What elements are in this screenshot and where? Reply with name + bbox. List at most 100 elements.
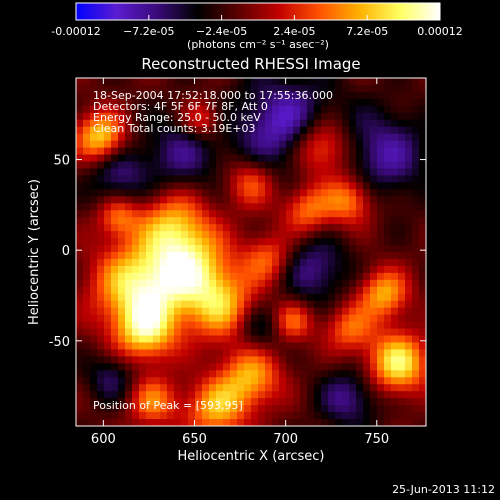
heatmap-cell xyxy=(391,210,399,218)
heatmap-cell xyxy=(195,314,203,323)
heatmap-cell xyxy=(412,126,420,135)
heatmap-cell xyxy=(391,91,399,100)
heatmap-cell xyxy=(377,189,385,197)
heatmap-cell xyxy=(391,279,399,288)
x-tick-label: 750 xyxy=(364,432,389,447)
heatmap-cell xyxy=(419,91,426,100)
heatmap-cell xyxy=(153,84,161,93)
heatmap-cell xyxy=(335,210,343,218)
heatmap-cell xyxy=(244,217,252,225)
heatmap-cell xyxy=(90,140,98,149)
heatmap-cell xyxy=(293,391,301,399)
heatmap-cell xyxy=(153,363,161,371)
heatmap-cell xyxy=(83,112,91,121)
heatmap-cell xyxy=(181,91,189,100)
heatmap-cell xyxy=(265,349,273,357)
heatmap-cell xyxy=(83,91,91,100)
heatmap-cell xyxy=(104,126,112,135)
heatmap-cell xyxy=(328,370,336,378)
heatmap-cell xyxy=(132,419,140,426)
heatmap-cell xyxy=(216,335,224,344)
heatmap-cell xyxy=(321,412,329,420)
heatmap-cell xyxy=(258,147,266,156)
heatmap-cell xyxy=(181,293,189,302)
heatmap-cell xyxy=(104,384,112,392)
heatmap-cell xyxy=(258,126,266,135)
heatmap-cell xyxy=(202,377,210,385)
heatmap-cell xyxy=(391,377,399,385)
heatmap-cell xyxy=(398,398,406,406)
heatmap-cell xyxy=(90,377,98,385)
heatmap-cell xyxy=(384,279,392,288)
heatmap-cell xyxy=(286,203,294,211)
heatmap-cell xyxy=(384,224,392,232)
heatmap-cell xyxy=(370,119,378,128)
heatmap-cell xyxy=(216,196,224,204)
heatmap-cell xyxy=(286,307,294,316)
heatmap-cell xyxy=(300,161,308,170)
heatmap-cell xyxy=(139,147,147,156)
heatmap-cell xyxy=(174,126,182,135)
heatmap-cell xyxy=(398,405,406,413)
plot-frame xyxy=(75,77,427,427)
heatmap-cell xyxy=(90,321,98,330)
heatmap-cell xyxy=(286,112,294,121)
heatmap-cell xyxy=(251,293,259,302)
heatmap-cell xyxy=(335,258,343,267)
heatmap-cell xyxy=(335,126,343,135)
heatmap-cell xyxy=(258,133,266,142)
colorbar-tick-labels: -0.00012 −7.2e-05 −2.4e-05 2.4e-05 7.2e-05 0.… xyxy=(51,25,462,38)
heatmap-cell xyxy=(125,84,133,93)
heatmap-cell xyxy=(335,286,343,295)
heatmap-cell xyxy=(356,293,364,302)
heatmap-cell xyxy=(97,189,105,197)
heatmap-cell xyxy=(328,84,336,93)
heatmap-cell xyxy=(307,321,315,330)
heatmap-cell xyxy=(293,314,301,323)
heatmap-cell xyxy=(377,370,385,378)
heatmap-cell xyxy=(202,147,210,156)
heatmap-cell xyxy=(195,335,203,344)
heatmap-cell xyxy=(377,265,385,274)
heatmap-cell xyxy=(279,342,287,351)
heatmap-cell xyxy=(377,91,385,100)
heatmap-cell xyxy=(342,363,350,371)
heatmap-cell xyxy=(237,231,245,239)
heatmap-cell xyxy=(321,161,329,170)
heatmap-cell xyxy=(419,398,426,406)
heatmap-cell xyxy=(223,293,231,302)
heatmap-cell xyxy=(314,175,322,183)
heatmap-cell xyxy=(104,398,112,406)
heatmap-cell xyxy=(83,147,91,156)
heatmap-cell xyxy=(265,252,273,260)
heatmap-cell xyxy=(335,84,343,93)
heatmap-cell xyxy=(328,231,336,239)
heatmap-cell xyxy=(300,391,308,399)
heatmap-cell xyxy=(398,133,406,142)
heatmap-cell xyxy=(174,391,182,399)
heatmap-cell xyxy=(370,370,378,378)
heatmap-cell xyxy=(90,356,98,364)
heatmap-cell xyxy=(83,140,91,149)
heatmap-cell xyxy=(216,119,224,128)
heatmap-cell xyxy=(314,286,322,295)
heatmap-cell xyxy=(314,231,322,239)
heatmap-cell xyxy=(90,91,98,100)
heatmap-cell xyxy=(419,140,426,149)
heatmap-cell xyxy=(293,91,301,100)
heatmap-cell xyxy=(97,126,105,135)
heatmap-cell xyxy=(286,300,294,309)
heatmap-cell xyxy=(216,391,224,399)
x-axis-label: Heliocentric X (arcsec) xyxy=(178,449,325,464)
heatmap-cell xyxy=(251,377,259,385)
heatmap-cell xyxy=(349,78,357,86)
heatmap-cell xyxy=(419,405,426,413)
heatmap-cell xyxy=(307,398,315,406)
heatmap-cell xyxy=(132,98,140,107)
heatmap-cell xyxy=(202,224,210,232)
heatmap-cell xyxy=(174,140,182,149)
heatmap-cell xyxy=(160,98,168,107)
heatmap-cell xyxy=(125,154,133,163)
heatmap-cell xyxy=(398,272,406,281)
heatmap-cell xyxy=(111,161,119,170)
